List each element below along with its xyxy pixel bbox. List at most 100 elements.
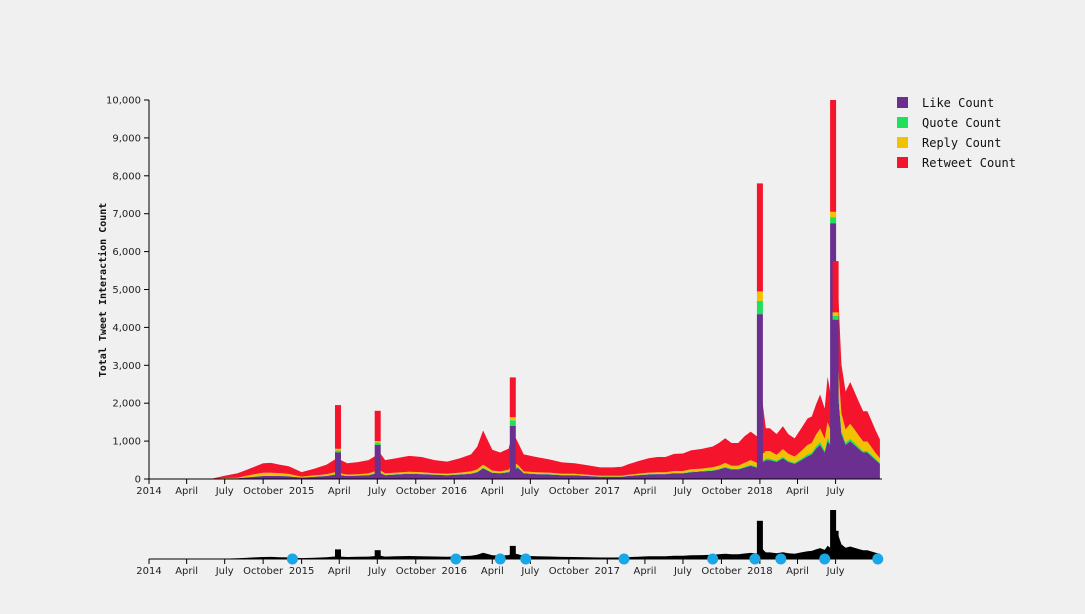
context-x-tick-label: July [215, 566, 234, 577]
x-tick: April [786, 479, 809, 497]
context-x-tick: July [673, 559, 692, 577]
legend-label: Reply Count [922, 136, 1001, 150]
context-x-tick-label: July [673, 566, 692, 577]
brush-handle-6[interactable] [749, 553, 761, 565]
legend-item-like-count: Like Count [897, 96, 994, 110]
spike-bar-2-retweet-count [509, 377, 516, 418]
x-tick-label: April [633, 486, 656, 497]
y-tick: 3,000 [112, 361, 149, 372]
y-axis: 0 1,000 2,000 3,000 4,000 5,000 6,000 7,000 8,00… [106, 96, 150, 486]
context-x-tick: October [243, 559, 284, 577]
spike-bar-0-retweet-count [335, 405, 341, 449]
x-tick-label: 2015 [289, 486, 314, 497]
context-spike-5 [832, 530, 839, 559]
x-tick-label: 2014 [136, 486, 161, 497]
context-x-tick-label: October [243, 566, 284, 577]
brush-handles[interactable] [286, 553, 884, 565]
context-x-tick: April [328, 559, 351, 577]
y-tick: 7,000 [112, 209, 149, 220]
y-tick: 0 [135, 475, 149, 486]
context-x-tick-label: 2014 [136, 566, 161, 577]
x-tick: July [367, 479, 386, 497]
brush-handle-2[interactable] [494, 553, 506, 565]
context-x-tick: April [175, 559, 198, 577]
x-tick-label: 2016 [442, 486, 467, 497]
legend: Like Count Quote Count Reply Count Retweet … [897, 96, 1016, 170]
x-tick-label: July [215, 486, 234, 497]
context-x-tick: 2015 [289, 559, 314, 577]
spike-bar-3-reply-count [756, 291, 763, 301]
brush-handle-0[interactable] [286, 553, 298, 565]
context-x-tick-label: October [549, 566, 590, 577]
y-tick-label: 5,000 [112, 285, 141, 296]
y-axis-label: Total Tweet Interaction Count [97, 203, 109, 378]
spike-bar-5-quote-count [832, 316, 839, 320]
context-x-tick: April [786, 559, 809, 577]
spike-bar-2-like-count [509, 425, 516, 479]
brush-handle-5[interactable] [707, 553, 719, 565]
spike-bar-5-retweet-count [832, 261, 839, 313]
context-x-tick-label: July [520, 566, 539, 577]
y-tick: 8,000 [112, 171, 149, 182]
spike-bar-0-like-count [335, 452, 341, 479]
x-tick-label: October [701, 486, 742, 497]
brush-handle-1[interactable] [450, 553, 462, 565]
context-x-tick-label: October [701, 566, 742, 577]
spike-bar-5-like-count [832, 319, 839, 479]
legend-item-reply-count: Reply Count [897, 136, 1001, 150]
y-tick-label: 9,000 [112, 133, 141, 144]
y-tick-label: 4,000 [112, 323, 141, 334]
spike-bar-1-reply-count [374, 441, 381, 443]
spike-bar-0-quote-count [335, 450, 341, 453]
area-like-count [149, 399, 880, 479]
x-tick: 2015 [289, 479, 314, 497]
context-x-axis: 2014 April July October 2015 April July October… [136, 558, 882, 577]
x-tick: April [481, 479, 504, 497]
spike-bar-4-retweet-count [830, 100, 837, 212]
brush-handle-4[interactable] [618, 553, 630, 565]
spike-bar-0-reply-count [335, 448, 341, 451]
x-tick-label: July [826, 486, 845, 497]
legend-item-quote-count: Quote Count [897, 116, 1001, 130]
x-tick-label: July [367, 486, 386, 497]
y-tick-label: 0 [135, 475, 141, 486]
x-tick: July [673, 479, 692, 497]
x-tick-label: 2018 [747, 486, 772, 497]
context-marks [149, 510, 880, 559]
context-x-tick-label: April [481, 566, 504, 577]
x-tick: July [826, 479, 845, 497]
x-tick: July [215, 479, 234, 497]
spike-bar-4-quote-count [830, 217, 837, 224]
context-x-tick-label: July [826, 566, 845, 577]
context-x-tick-label: April [633, 566, 656, 577]
context-x-tick-label: April [175, 566, 198, 577]
x-tick-label: April [328, 486, 351, 497]
brush-handle-9[interactable] [872, 553, 884, 565]
context-x-tick-label: 2017 [595, 566, 620, 577]
x-tick-label: October [243, 486, 284, 497]
y-tick-label: 7,000 [112, 209, 141, 220]
legend-swatch [897, 117, 908, 128]
context-x-tick-label: July [367, 566, 386, 577]
brush-handle-3[interactable] [520, 553, 532, 565]
legend-label: Retweet Count [922, 156, 1016, 170]
y-tick: 10,000 [106, 96, 149, 107]
context-spike-2 [509, 545, 516, 559]
y-tick: 4,000 [112, 323, 149, 334]
y-tick-label: 8,000 [112, 171, 141, 182]
x-tick: October [549, 479, 590, 497]
y-tick: 6,000 [112, 247, 149, 258]
x-axis: 2014 April July October 2015 April July October… [136, 478, 882, 497]
context-x-tick: 2017 [595, 559, 620, 577]
spike-bar-1-like-count [374, 444, 381, 479]
context-x-tick-label: April [328, 566, 351, 577]
x-tick-label: July [520, 486, 539, 497]
y-tick: 5,000 [112, 285, 149, 296]
context-x-tick: July [215, 559, 234, 577]
context-x-tick: April [633, 559, 656, 577]
context-spike-0 [335, 549, 341, 559]
brush-handle-7[interactable] [775, 553, 787, 565]
brush-handle-8[interactable] [819, 553, 831, 565]
y-tick-label: 2,000 [112, 399, 141, 410]
